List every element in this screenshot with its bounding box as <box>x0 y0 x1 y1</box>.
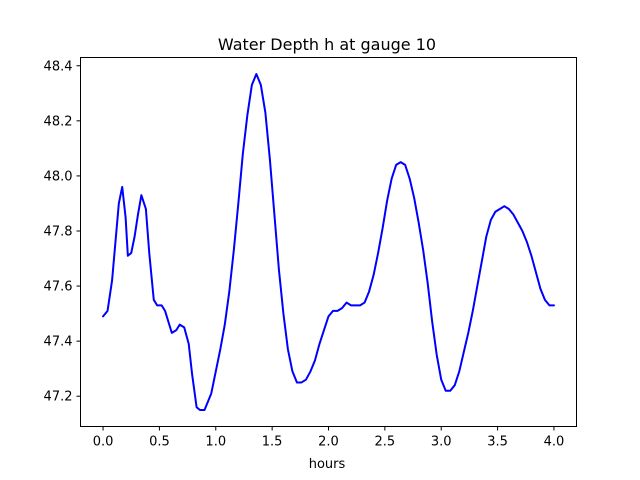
x-tick-label: 1.5 <box>262 435 283 450</box>
x-axis-ticks: 0.0 0.5 1.0 1.5 2.0 2.5 3.0 3.5 4.0 <box>93 426 565 450</box>
y-tick-label: 47.4 <box>44 335 73 350</box>
x-tick-label: 2.5 <box>375 435 396 450</box>
x-tick-label: 4.0 <box>544 435 565 450</box>
y-tick-label: 48.2 <box>44 114 73 129</box>
series-layer <box>102 73 555 411</box>
x-tick-label: 3.0 <box>431 435 452 450</box>
y-axis-ticks: 47.2 47.4 47.6 47.8 48.0 48.2 48.4 <box>44 59 81 405</box>
y-tick-label: 48.0 <box>44 169 73 184</box>
y-tick-label: 47.2 <box>44 390 73 405</box>
x-tick-label: 0.0 <box>93 435 114 450</box>
x-axis-label: hours <box>309 457 346 472</box>
x-tick-label: 0.5 <box>149 435 170 450</box>
y-tick-label: 47.8 <box>44 224 73 239</box>
x-tick-label: 2.0 <box>318 435 339 450</box>
chart-title: Water Depth h at gauge 10 <box>218 35 436 54</box>
x-tick-label: 1.0 <box>205 435 226 450</box>
y-tick-label: 48.4 <box>44 59 73 74</box>
x-tick-label: 3.5 <box>487 435 508 450</box>
y-tick-label: 47.6 <box>44 280 73 295</box>
plot-area: 0.0 0.5 1.0 1.5 2.0 2.5 3.0 3.5 4.0 47.2 47.4 47.6… <box>44 57 577 450</box>
series-line-0 <box>102 73 555 411</box>
